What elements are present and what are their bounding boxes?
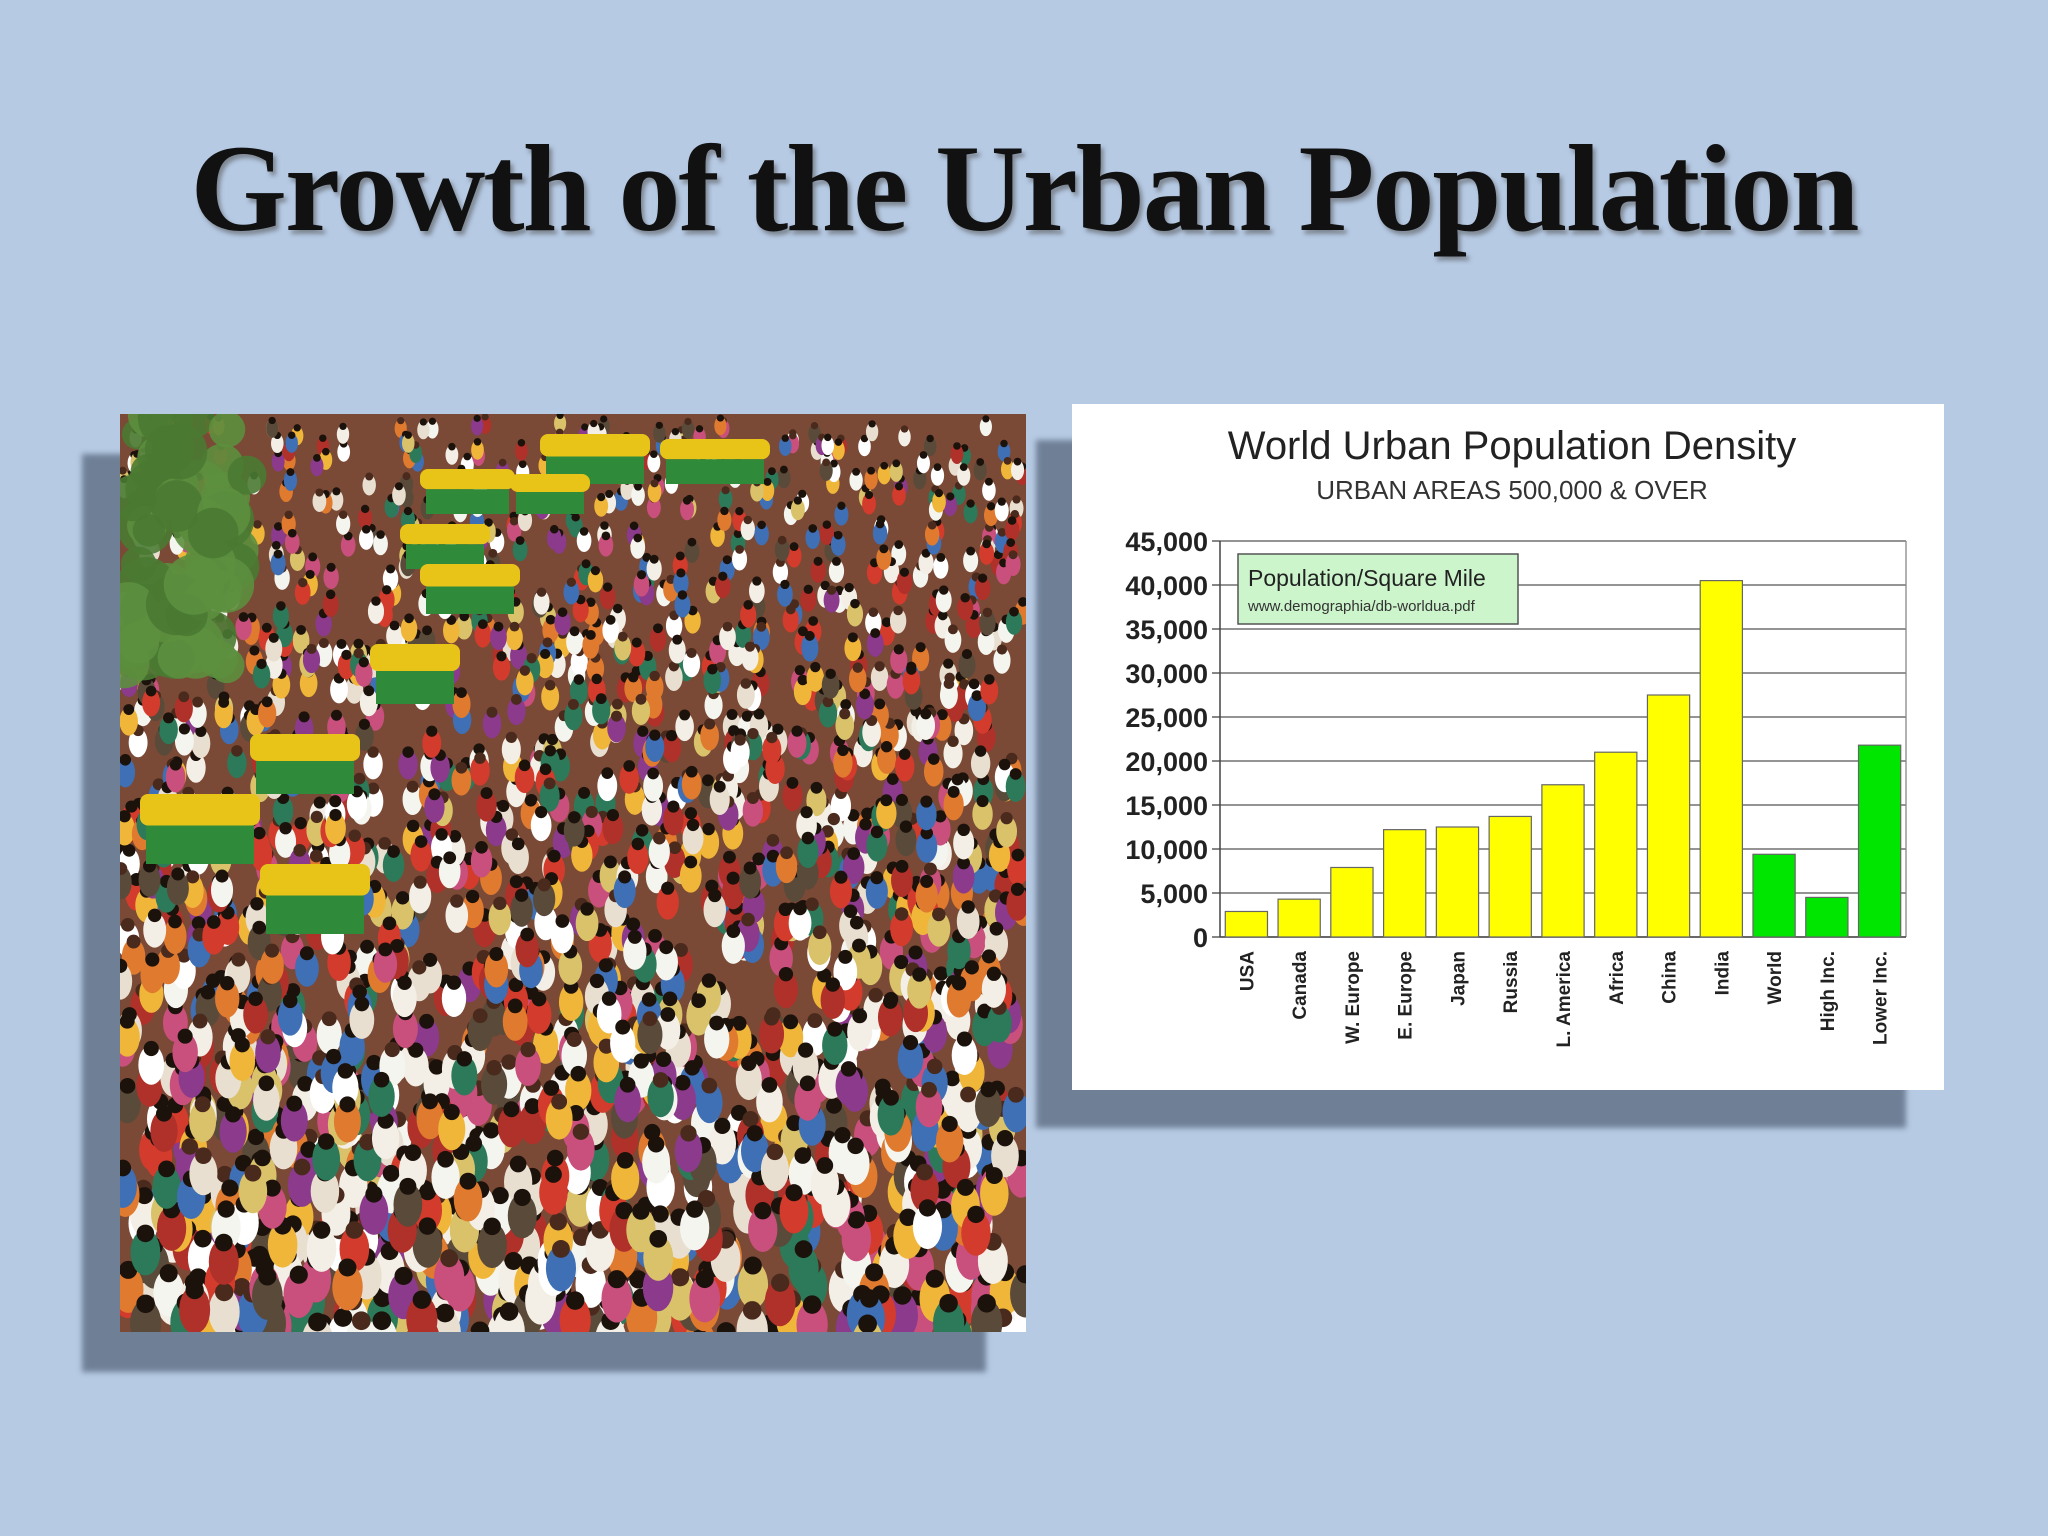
foliage [120, 414, 267, 689]
bar-india [1699, 580, 1744, 938]
crowd-photo-icon [120, 414, 1026, 1332]
bar-w-europe [1330, 866, 1374, 938]
legend-label: Population/Square Mile [1248, 565, 1486, 591]
legend-source: www.demographia/db-worldua.pdf [1247, 598, 1476, 615]
bar-japan [1435, 826, 1480, 938]
rickshaws [140, 434, 770, 934]
x-tick-label: World [1765, 951, 1786, 1004]
bar-china [1646, 694, 1691, 938]
bar-canada [1277, 898, 1321, 938]
bar-chart: World Urban Population Density URBAN ARE… [1125, 424, 1907, 1048]
x-tick-label: W. Europe [1343, 951, 1364, 1044]
x-tick-label: India [1712, 951, 1733, 996]
legend: Population/Square Mile www.demographia/d… [1237, 553, 1519, 625]
chart-panel: World Urban Population Density URBAN ARE… [1072, 404, 1944, 1090]
y-tick-label: 25,000 [1125, 703, 1208, 733]
x-tick-label: Russia [1501, 951, 1522, 1014]
x-tick-label: Africa [1607, 951, 1628, 1005]
bar-world [1752, 853, 1796, 938]
y-tick-label: 45,000 [1125, 527, 1208, 557]
bar-l-america [1541, 784, 1585, 938]
y-tick-label: 10,000 [1125, 835, 1208, 865]
x-tick-label: Lower Inc. [1871, 951, 1892, 1045]
x-tick-label: Canada [1290, 951, 1311, 1020]
bar-africa [1594, 751, 1638, 938]
x-tick-label: L. America [1554, 951, 1575, 1048]
bar-usa [1224, 910, 1269, 938]
crowd-photo [120, 414, 1026, 1332]
x-tick-label: China [1660, 951, 1681, 1004]
y-tick-label: 20,000 [1125, 747, 1208, 777]
x-tick-label: E. Europe [1396, 951, 1417, 1040]
crowd-people [120, 414, 1026, 1332]
y-tick-label: 35,000 [1125, 615, 1208, 645]
y-tick-label: 0 [1193, 923, 1208, 953]
y-tick-label: 15,000 [1125, 791, 1208, 821]
y-tick-label: 30,000 [1125, 659, 1208, 689]
y-tick-label: 40,000 [1125, 571, 1208, 601]
x-tick-label: USA [1237, 951, 1258, 991]
legend-box [1237, 553, 1519, 625]
x-tick-label: High Inc. [1818, 951, 1839, 1031]
chart-subtitle: URBAN AREAS 500,000 & OVER [1316, 475, 1708, 505]
bar-e-europe [1382, 829, 1427, 938]
bar-russia [1488, 815, 1532, 938]
x-tick-label: Japan [1448, 951, 1469, 1006]
chart-title: World Urban Population Density [1228, 424, 1796, 468]
slide-title: Growth of the Urban Population [190, 120, 1860, 257]
bar-high-inc [1805, 896, 1849, 938]
bar-lower-inc [1857, 744, 1902, 938]
y-tick-label: 5,000 [1140, 879, 1208, 909]
